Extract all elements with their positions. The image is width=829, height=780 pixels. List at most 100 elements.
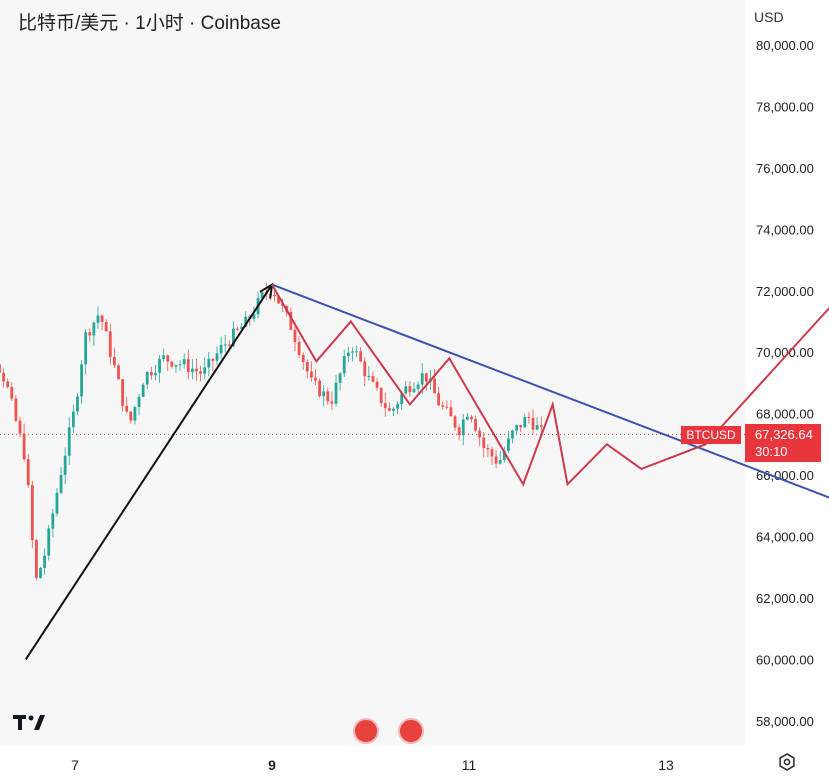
- candle-body: [211, 358, 215, 361]
- candle-body: [133, 406, 137, 421]
- price-tick-label: 76,000.00: [756, 161, 814, 176]
- candle-body: [244, 316, 248, 327]
- candle-body: [88, 332, 92, 336]
- currency-label[interactable]: USD: [754, 9, 784, 25]
- candle-body: [301, 354, 305, 363]
- candle-body: [273, 294, 276, 297]
- price-tick-label: 80,000.00: [756, 38, 814, 53]
- candle-body: [71, 411, 75, 428]
- candle-body: [186, 359, 190, 373]
- candle-body: [104, 321, 108, 332]
- candle-body: [412, 388, 416, 393]
- candle-body: [207, 358, 211, 368]
- black-trend-line: [24, 284, 273, 660]
- price-tick-label: 74,000.00: [756, 222, 814, 237]
- price-tick-label: 72,000.00: [756, 284, 814, 299]
- candle-body: [494, 456, 498, 464]
- price-tick-label: 58,000.00: [756, 714, 814, 729]
- candle-body: [59, 474, 63, 493]
- candle-body: [396, 403, 399, 409]
- candle-body: [507, 438, 510, 451]
- candle-body: [80, 364, 83, 397]
- price-tick-label: 78,000.00: [756, 99, 814, 114]
- candle-body: [162, 355, 166, 359]
- candle-body: [511, 430, 514, 439]
- tradingview-logo-icon[interactable]: [12, 712, 52, 732]
- candle-body: [318, 380, 322, 397]
- candle-body: [461, 419, 465, 436]
- candle-body: [449, 407, 453, 417]
- candle-body: [437, 393, 441, 406]
- candle-body: [322, 391, 326, 397]
- red-projection-path: [271, 284, 829, 487]
- candle-body: [195, 368, 198, 372]
- candle-body: [55, 492, 59, 514]
- candle-body: [363, 361, 367, 377]
- candle-body: [199, 371, 202, 374]
- candle-body: [289, 312, 293, 330]
- candle-body: [182, 359, 186, 365]
- candle-body: [67, 427, 71, 456]
- time-tick-label: 11: [462, 757, 477, 773]
- price-tick-label: 64,000.00: [756, 530, 814, 545]
- candle-body: [2, 372, 5, 382]
- candle-body: [445, 406, 449, 408]
- candle-body: [326, 391, 330, 402]
- candle-body: [178, 364, 182, 366]
- candle-body: [117, 365, 120, 380]
- candle-body: [346, 352, 350, 357]
- candle-body: [297, 341, 301, 355]
- time-tick-label: 13: [658, 757, 674, 773]
- candle-body: [63, 455, 67, 475]
- last-price-tag: 67,326.64 30:10: [745, 424, 821, 462]
- us-flag-icon[interactable]: [398, 718, 424, 744]
- candle-body: [121, 379, 125, 406]
- candle-body: [236, 328, 239, 330]
- candle-body: [277, 296, 280, 304]
- candle-body: [342, 356, 346, 374]
- candle-body: [14, 398, 18, 421]
- gear-icon[interactable]: [778, 753, 796, 771]
- time-tick-label: 9: [268, 757, 276, 773]
- last-price-value: 67,326.64: [755, 427, 813, 442]
- candle-body: [129, 411, 133, 421]
- candle-body: [10, 386, 14, 399]
- candle-body: [51, 513, 55, 529]
- candle-body: [92, 322, 96, 336]
- chart-area[interactable]: [0, 0, 745, 745]
- candle-body: [424, 373, 428, 382]
- candle-body: [35, 540, 38, 578]
- candle-body: [338, 373, 342, 383]
- candle-body: [367, 376, 371, 378]
- candle-body: [523, 417, 527, 428]
- candle-body: [305, 362, 309, 372]
- candle-body: [223, 344, 227, 346]
- candle-body: [219, 344, 223, 354]
- candle-body: [174, 364, 178, 367]
- price-tick-label: 62,000.00: [756, 591, 814, 606]
- candle-body: [293, 329, 297, 342]
- time-axis[interactable]: [0, 745, 745, 780]
- candle-body: [96, 315, 100, 323]
- candle-body: [486, 447, 490, 450]
- candle-body: [515, 425, 519, 431]
- candle-body: [474, 419, 477, 431]
- candle-body: [113, 356, 116, 366]
- us-flag-icon[interactable]: [353, 718, 379, 744]
- candle-body: [351, 351, 354, 353]
- candle-body: [379, 387, 383, 404]
- candle-body: [137, 396, 141, 407]
- candle-body: [47, 528, 51, 556]
- candle-body: [387, 408, 391, 411]
- candle-body: [158, 358, 161, 373]
- price-tick-label: 66,000.00: [756, 468, 814, 483]
- candle-body: [404, 386, 408, 394]
- candle-body: [6, 381, 10, 387]
- candle-body: [125, 405, 129, 412]
- candle-body: [465, 416, 469, 420]
- candle-body: [314, 377, 317, 381]
- candle-body: [457, 427, 461, 436]
- price-axis[interactable]: [745, 0, 829, 780]
- candle-body: [30, 485, 34, 541]
- candle-body: [416, 384, 420, 389]
